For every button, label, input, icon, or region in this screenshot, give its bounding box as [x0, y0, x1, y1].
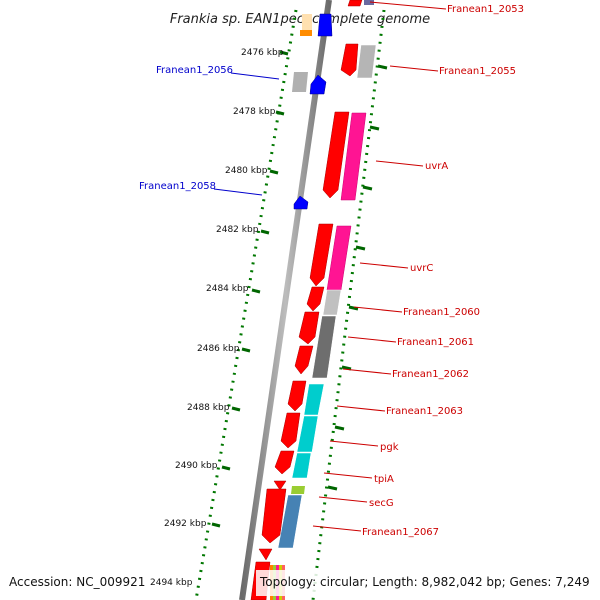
kbp-label: 2494 kbp [150, 578, 193, 588]
gene-label[interactable]: Franean1_2055 [439, 66, 516, 77]
gene-label[interactable]: Franean1_2067 [362, 527, 439, 538]
cog-box-2063 [303, 383, 325, 416]
kbp-label: 2488 kbp [187, 403, 230, 413]
cog-box-unknown [356, 44, 377, 79]
reverse-strand-genes [293, 13, 333, 210]
cog-box-2060 [322, 289, 342, 316]
accession-text: Accession: NC_009921 [9, 575, 145, 589]
gene-label[interactable]: Franean1_2060 [403, 307, 480, 318]
gene-arrow-uvrc[interactable] [309, 223, 334, 287]
kbp-label: 2486 kbp [197, 344, 240, 354]
gene-arrow-uvra[interactable] [322, 111, 350, 199]
kbp-label: 2492 kbp [164, 519, 207, 529]
map-title: Frankia sp. EAN1pec, complete genome [170, 12, 430, 27]
outer-dotted-track [311, 9, 386, 600]
gene-arrow-franean1-2062[interactable] [294, 345, 314, 375]
cog-box-2067 [277, 494, 303, 549]
kbp-tick [211, 522, 221, 528]
kbp-tick [279, 50, 289, 56]
kbp-tick [231, 406, 241, 412]
gene-arrow-franean1-2053[interactable] [347, 0, 363, 7]
cog-box-tpia [291, 452, 312, 479]
forward-strand-genes [250, 0, 363, 600]
kbp-tick [241, 347, 251, 353]
gene-marker-grey-top [364, 0, 374, 5]
kbp-label: 2490 kbp [175, 461, 218, 471]
cog-box-uvra [340, 112, 367, 201]
gene-label[interactable]: Franean1_2053 [447, 4, 524, 15]
gene-label[interactable]: Franean1_2058 [139, 181, 216, 192]
cog-box-pgk [296, 415, 319, 453]
cog-box-2056 [292, 72, 308, 92]
gene-label[interactable]: uvrA [425, 161, 448, 172]
gene-arrow-franean1-2061[interactable] [298, 311, 320, 345]
footer-bg-right [256, 570, 596, 596]
gene-label[interactable]: uvrC [410, 263, 433, 274]
kbp-tick [221, 465, 231, 471]
cog-box-2061 [311, 315, 337, 379]
kbp-tick [269, 169, 279, 175]
gene-labels-right [312, 1, 447, 532]
gene-label[interactable]: pgk [380, 442, 399, 453]
gene-arrow-pgk[interactable] [280, 412, 301, 449]
gene-arrow-franean1-2060[interactable] [306, 286, 325, 312]
kbp-label: 2482 kbp [216, 225, 259, 235]
gene-arrow-secg[interactable] [273, 480, 287, 491]
kbp-label: 2476 kbp [241, 48, 284, 58]
gene-arrow-tpia[interactable] [274, 450, 295, 475]
outer-ticks [327, 64, 388, 491]
gene-marker-peach [302, 14, 312, 30]
gene-label[interactable]: Franean1_2062 [392, 369, 469, 380]
genome-backbone [239, 0, 332, 600]
category-track [277, 44, 377, 549]
kbp-label: 2480 kbp [225, 166, 268, 176]
gene-arrow-franean1-2058[interactable] [293, 195, 309, 210]
kbp-label: 2484 kbp [206, 284, 249, 294]
kbp-tick [251, 288, 261, 294]
gene-arrow-franean1-2056[interactable] [309, 74, 327, 95]
gene-label[interactable]: Franean1_2063 [386, 406, 463, 417]
kbp-ruler: 2476 kbp 2478 kbp 2480 kbp 2482 kbp 2484… [150, 48, 289, 588]
kbp-tick [275, 110, 285, 116]
gene-arrow-franean1-2055[interactable] [340, 43, 359, 77]
gene-marker-orange [300, 30, 312, 36]
gene-label[interactable]: secG [369, 498, 394, 509]
gene-label[interactable]: tpiA [374, 474, 394, 485]
gene-arrow-franean1-2067[interactable] [261, 488, 287, 544]
gene-arrow-franean1-2063[interactable] [287, 380, 307, 412]
gene-arrow-small[interactable] [258, 548, 273, 561]
gene-labels-left [213, 72, 280, 196]
gene-label[interactable]: Franean1_2056 [156, 65, 233, 76]
cog-box-secg [291, 486, 305, 494]
gene-arrow-top-blue[interactable] [317, 13, 333, 37]
kbp-label: 2478 kbp [233, 107, 276, 117]
gene-label[interactable]: Franean1_2061 [397, 337, 474, 348]
topology-text: Topology: circular; Length: 8,982,042 bp… [259, 575, 590, 589]
kbp-tick [260, 229, 270, 235]
